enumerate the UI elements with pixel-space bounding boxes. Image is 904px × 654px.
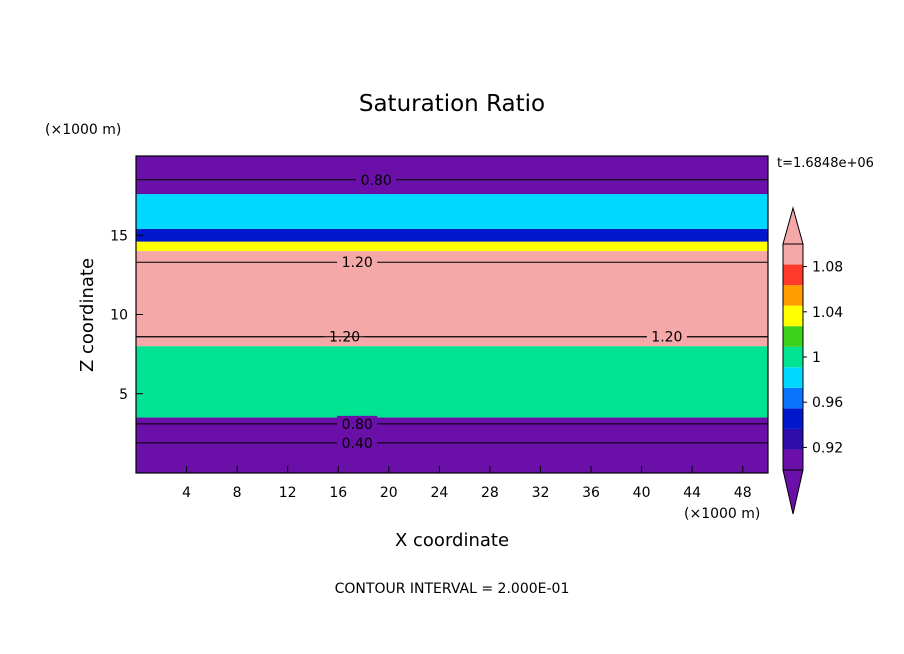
colorbar-label-4: 1.08	[812, 260, 843, 276]
x-tick-label-8: 36	[582, 485, 600, 501]
contour-interval-label: CONTOUR INTERVAL = 2.000E-01	[335, 581, 570, 597]
colorbar-label-3: 1.04	[812, 305, 843, 321]
colorbar-top-arrow	[782, 206, 804, 245]
x-tick-label-2: 12	[279, 485, 297, 501]
contour-label-1: 1.20	[342, 255, 373, 271]
colorbar-swatch-0	[783, 449, 803, 470]
x-tick-label-10: 44	[683, 485, 701, 501]
colorbar-swatch-3	[783, 387, 803, 409]
colorbar-swatch-6	[783, 326, 803, 347]
contour-label-bg-0	[356, 171, 397, 188]
contour-label-4: 0.80	[342, 417, 373, 433]
colorbar-swatch-7	[783, 305, 803, 327]
x-tick-label-7: 32	[532, 485, 550, 501]
y-tick-label-1: 10	[110, 308, 128, 324]
contour-label-5: 0.40	[342, 436, 373, 452]
field-band-1	[136, 346, 768, 418]
field-band-4	[136, 228, 768, 242]
x-tick-label-1: 8	[233, 485, 242, 501]
saturation-field	[136, 156, 768, 473]
x-tick-label-4: 20	[380, 485, 398, 501]
colorbar-label-0: 0.92	[812, 440, 843, 456]
x-tick-label-5: 24	[430, 485, 448, 501]
colorbar: 0.92 0.96 1 1.04 1.08	[782, 206, 843, 515]
contour-label-2: 1.20	[329, 330, 360, 346]
x-axis-label: X coordinate	[395, 530, 509, 551]
colorbar-swatch-2	[783, 408, 803, 429]
contour-label-bg-3	[646, 328, 687, 345]
x-unit-label: (×1000 m)	[684, 506, 760, 522]
y-unit-label: (×1000 m)	[45, 122, 121, 138]
x-tick-label-3: 16	[329, 485, 347, 501]
field-band-6	[136, 156, 768, 195]
contour-lines: 0.80 1.20 1.20 1.20 0.80 0.40	[136, 171, 768, 452]
colorbar-swatch-4	[783, 367, 803, 388]
x-tick-label-9: 40	[633, 485, 651, 501]
contour-label-0: 0.80	[361, 173, 392, 189]
y-axis-label: Z coordinate	[77, 258, 98, 372]
colorbar-swatch-10	[783, 244, 803, 265]
contour-label-bg-5	[337, 434, 378, 451]
colorbar-swatch-5	[783, 346, 803, 368]
colorbar-bottom-arrow	[782, 469, 804, 515]
field-band-0	[136, 417, 768, 473]
field-band-3	[136, 241, 768, 252]
colorbar-label-1: 0.96	[812, 395, 843, 411]
colorbar-swatch-1	[783, 428, 803, 450]
contour-label-bg-1	[337, 254, 378, 271]
time-label: t=1.6848e+06	[777, 156, 874, 171]
contour-label-bg-4	[337, 415, 378, 432]
x-tick-label-11: 48	[734, 485, 752, 501]
y-tick-label-0: 5	[119, 387, 128, 403]
field-band-5	[136, 194, 768, 229]
chart-title: Saturation Ratio	[359, 91, 545, 117]
contour-label-3: 1.20	[651, 330, 682, 346]
x-tick-label-0: 4	[182, 485, 191, 501]
x-tick-label-6: 28	[481, 485, 499, 501]
y-tick-label-2: 15	[110, 228, 128, 244]
colorbar-swatch-8	[783, 285, 803, 306]
colorbar-swatch-9	[783, 264, 803, 286]
colorbar-label-2: 1	[812, 350, 821, 366]
